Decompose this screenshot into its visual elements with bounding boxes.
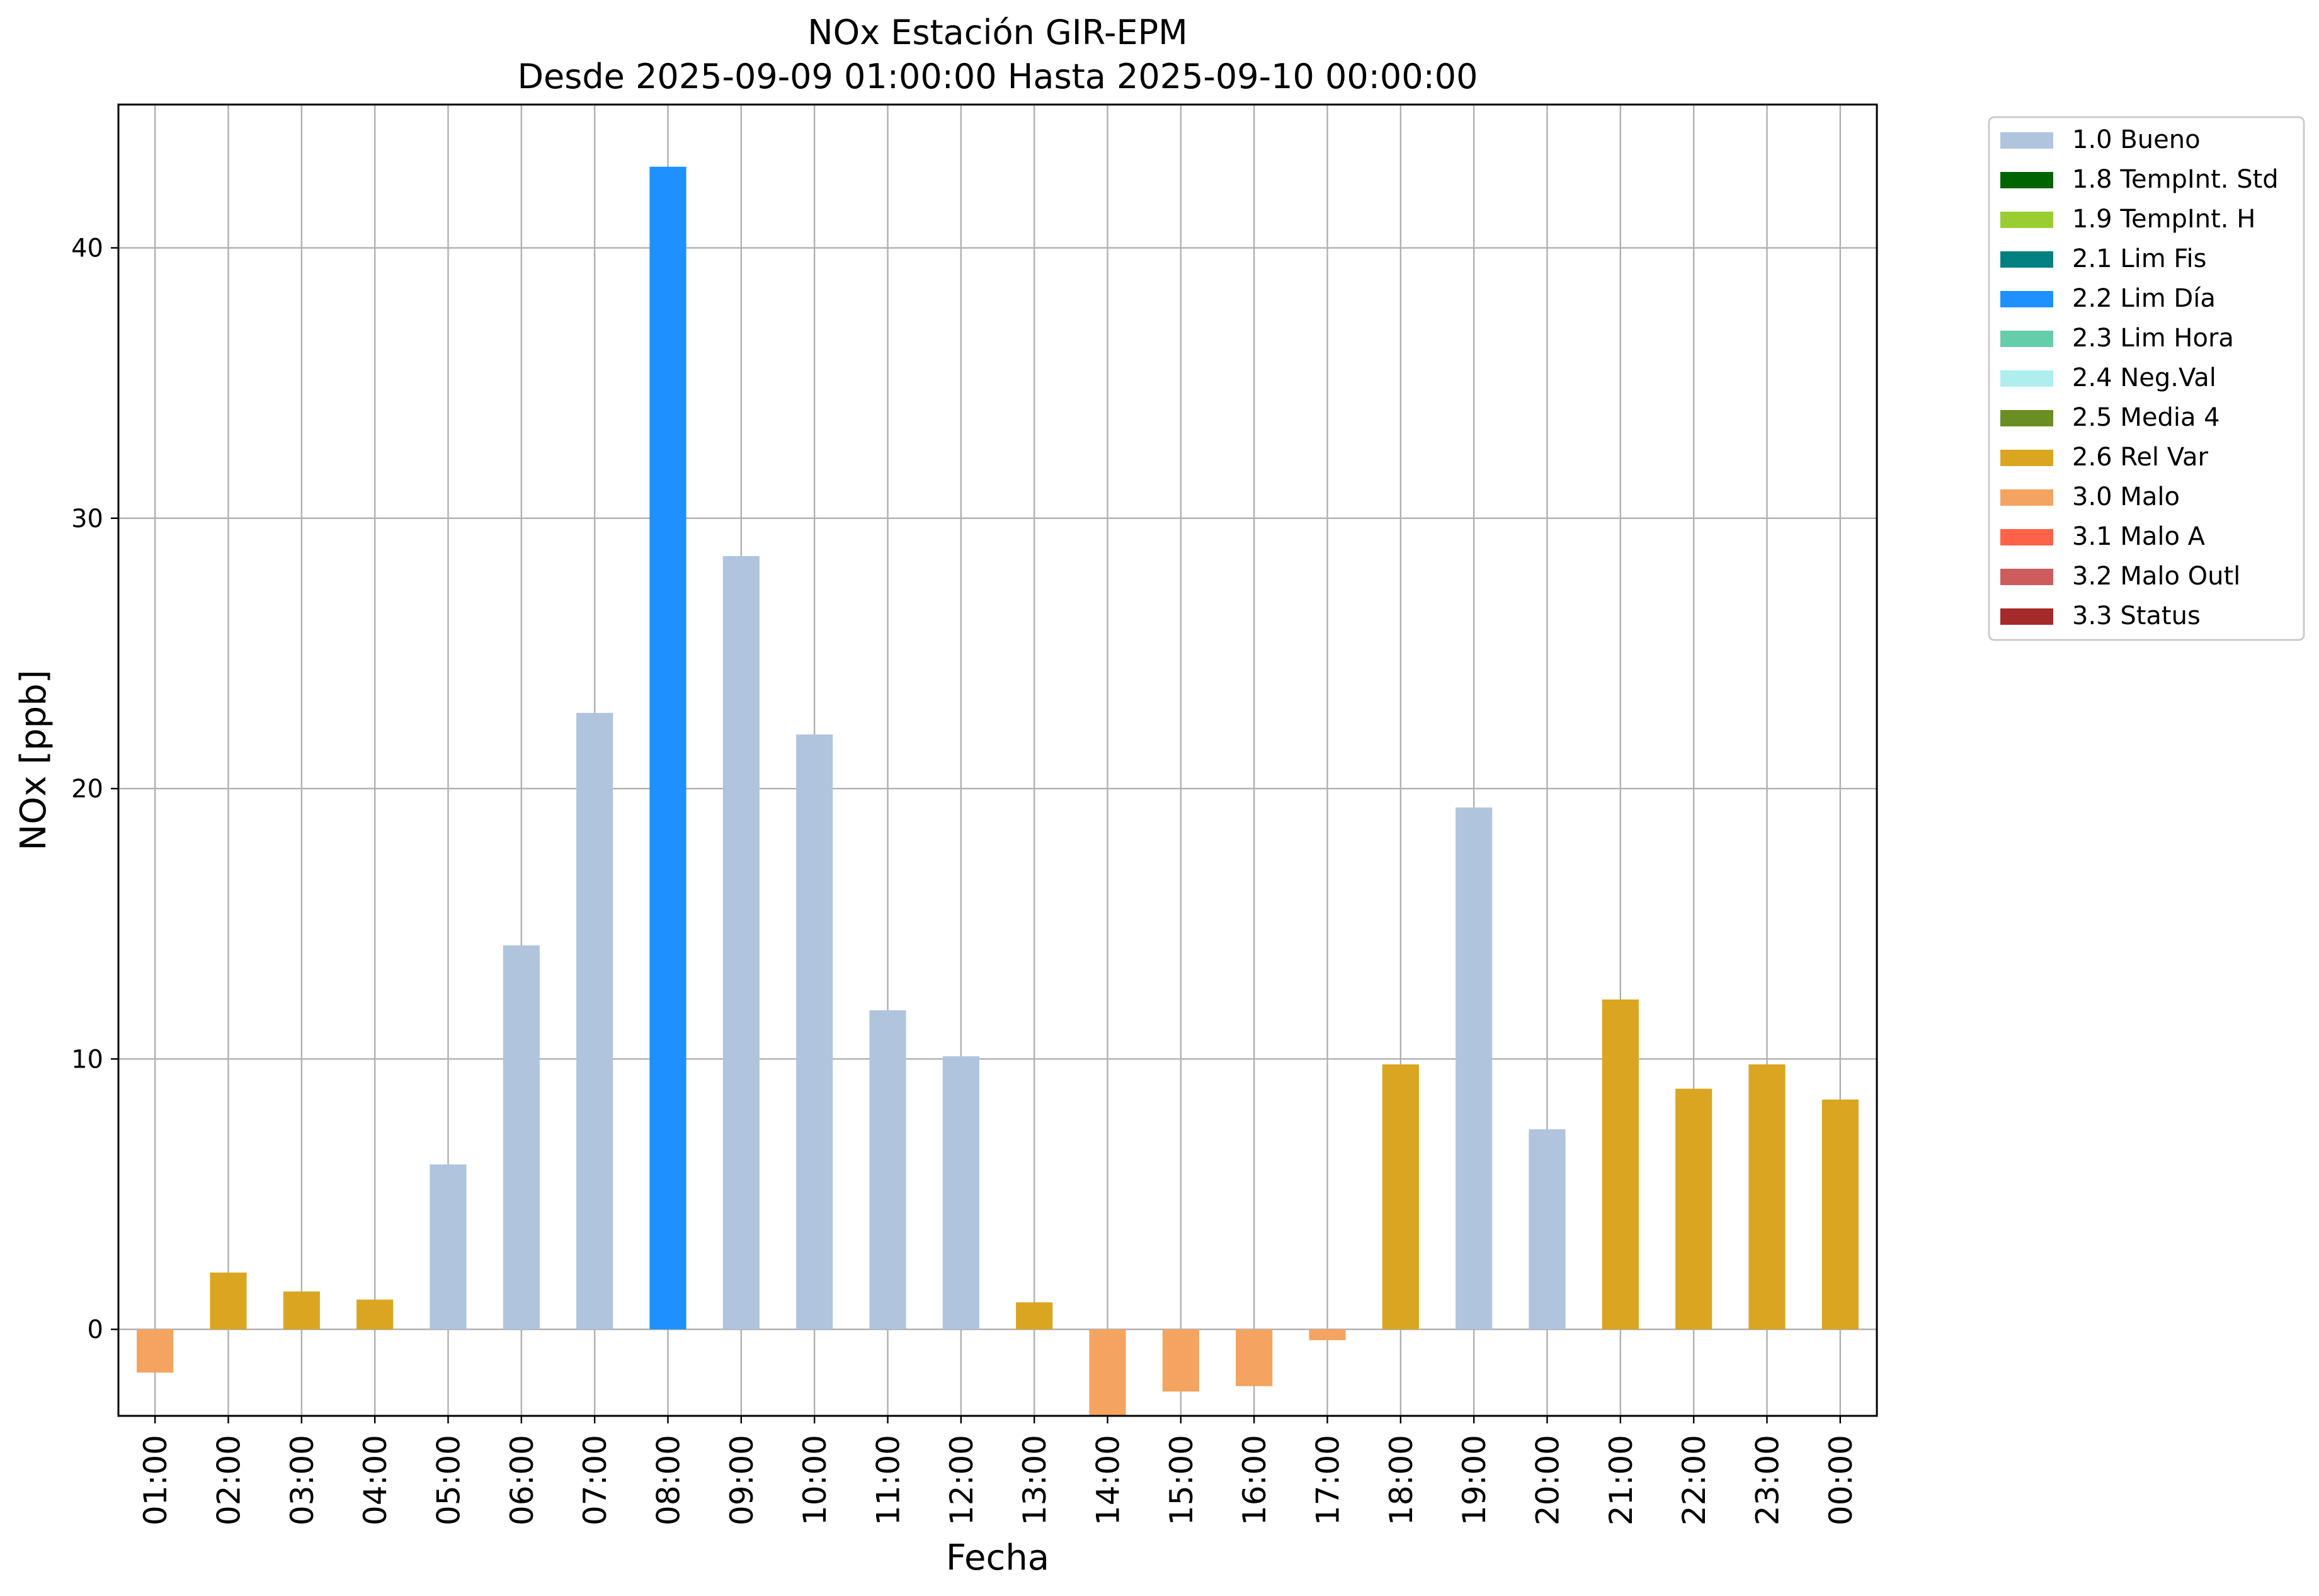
legend-swatch <box>2000 331 2053 347</box>
x-tick-label: 03:00 <box>284 1435 321 1525</box>
bar <box>1089 1329 1126 1416</box>
x-tick-label: 08:00 <box>651 1435 687 1525</box>
y-tick-label: 0 <box>88 1316 103 1345</box>
legend-label: 2.3 Lim Hora <box>2072 324 2234 353</box>
bar <box>356 1299 394 1330</box>
bar <box>1821 1099 1859 1330</box>
legend: 1.0 Bueno 1.8 TempInt. Std 1.9 TempInt. H 2… <box>1988 116 2305 641</box>
bar <box>1675 1088 1712 1330</box>
bar <box>1602 999 1639 1330</box>
x-tick-label: 01:00 <box>137 1435 174 1525</box>
legend-swatch <box>2000 608 2053 625</box>
bar <box>1529 1129 1566 1330</box>
y-tick-label: 20 <box>71 775 103 804</box>
legend-label: 2.1 Lim Fis <box>2072 244 2206 273</box>
x-tick-label: 05:00 <box>431 1435 467 1525</box>
legend-label: 3.3 Status <box>2072 601 2201 630</box>
bar <box>210 1272 247 1330</box>
legend-swatch <box>2000 291 2053 307</box>
x-tick-label: 17:00 <box>1310 1435 1347 1525</box>
bar <box>576 712 613 1330</box>
x-tick-label: 18:00 <box>1383 1435 1420 1525</box>
x-tick-label: 22:00 <box>1676 1435 1712 1525</box>
axis-ticks: 01:00 02:00 03:00 04:00 05:00 06:00 07:00 08:00… <box>71 234 1859 1526</box>
legend-label: 3.1 Malo A <box>2072 522 2206 551</box>
bar <box>796 734 833 1330</box>
y-tick-label: 10 <box>71 1045 103 1074</box>
x-tick-label: 15:00 <box>1163 1435 1200 1525</box>
x-tick-label: 20:00 <box>1530 1435 1566 1525</box>
x-tick-label: 11:00 <box>870 1435 907 1525</box>
legend-label: 3.2 Malo Outl <box>2072 562 2240 591</box>
chart-title: NOx Estación GIR-EPM <box>807 13 1188 52</box>
legend-swatch <box>2000 529 2053 545</box>
x-tick-label: 13:00 <box>1017 1435 1053 1525</box>
y-axis-label: NOx [ppb] <box>13 670 54 850</box>
x-tick-label: 21:00 <box>1603 1435 1639 1525</box>
legend-swatch <box>2000 450 2053 466</box>
legend-swatch <box>2000 569 2053 585</box>
x-tick-label: 07:00 <box>577 1435 613 1525</box>
y-tick-label: 30 <box>71 504 103 533</box>
x-tick-label: 16:00 <box>1236 1435 1273 1525</box>
legend-label: 2.5 Media 4 <box>2072 403 2220 432</box>
x-tick-label: 19:00 <box>1456 1435 1493 1525</box>
bar <box>649 166 687 1330</box>
bar <box>869 1010 906 1330</box>
bar <box>1456 807 1493 1330</box>
legend-label: 1.9 TempInt. H <box>2072 205 2255 234</box>
bar <box>1748 1064 1786 1330</box>
bar <box>722 556 760 1330</box>
y-tick-label: 40 <box>71 234 103 263</box>
legend-items: 1.0 Bueno 1.8 TempInt. Std 1.9 TempInt. H 2… <box>2000 125 2279 630</box>
legend-label: 3.0 Malo <box>2072 482 2180 511</box>
legend-frame <box>1988 116 2305 641</box>
x-tick-label: 14:00 <box>1090 1435 1127 1525</box>
legend-label: 2.6 Rel Var <box>2072 443 2209 472</box>
chart-subtitle: Desde 2025-09-09 01:00:00 Hasta 2025-09-… <box>517 57 1478 96</box>
bar <box>1236 1329 1273 1386</box>
x-tick-label: 02:00 <box>211 1435 248 1525</box>
x-tick-label: 10:00 <box>797 1435 833 1525</box>
bar <box>942 1056 979 1330</box>
legend-swatch <box>2000 212 2053 228</box>
bar <box>430 1164 467 1330</box>
x-tick-label: 06:00 <box>504 1435 540 1525</box>
legend-swatch <box>2000 410 2053 426</box>
plot-frame <box>117 103 1878 1417</box>
bar <box>1382 1064 1419 1330</box>
x-tick-label: 09:00 <box>724 1435 760 1525</box>
legend-swatch <box>2000 370 2053 387</box>
bar <box>1016 1302 1053 1330</box>
legend-label: 2.2 Lim Día <box>2072 284 2216 313</box>
legend-swatch <box>2000 132 2053 149</box>
legend-swatch <box>2000 172 2053 188</box>
bar <box>283 1291 320 1330</box>
legend-label: 2.4 Neg.Val <box>2072 363 2216 392</box>
bar <box>1162 1329 1199 1392</box>
legend-label: 1.8 TempInt. Std <box>2072 165 2279 194</box>
x-tick-label: 00:00 <box>1823 1435 1859 1525</box>
legend-label: 1.0 Bueno <box>2072 125 2201 154</box>
bar <box>503 945 540 1330</box>
legend-swatch <box>2000 251 2053 268</box>
bar <box>137 1329 174 1373</box>
x-axis-label: Fecha <box>946 1537 1049 1578</box>
x-tick-label: 23:00 <box>1750 1435 1786 1525</box>
x-tick-label: 12:00 <box>943 1435 980 1525</box>
bars <box>137 166 1859 1416</box>
legend-swatch <box>2000 489 2053 506</box>
bar <box>1309 1329 1346 1340</box>
x-tick-label: 04:00 <box>357 1435 394 1525</box>
